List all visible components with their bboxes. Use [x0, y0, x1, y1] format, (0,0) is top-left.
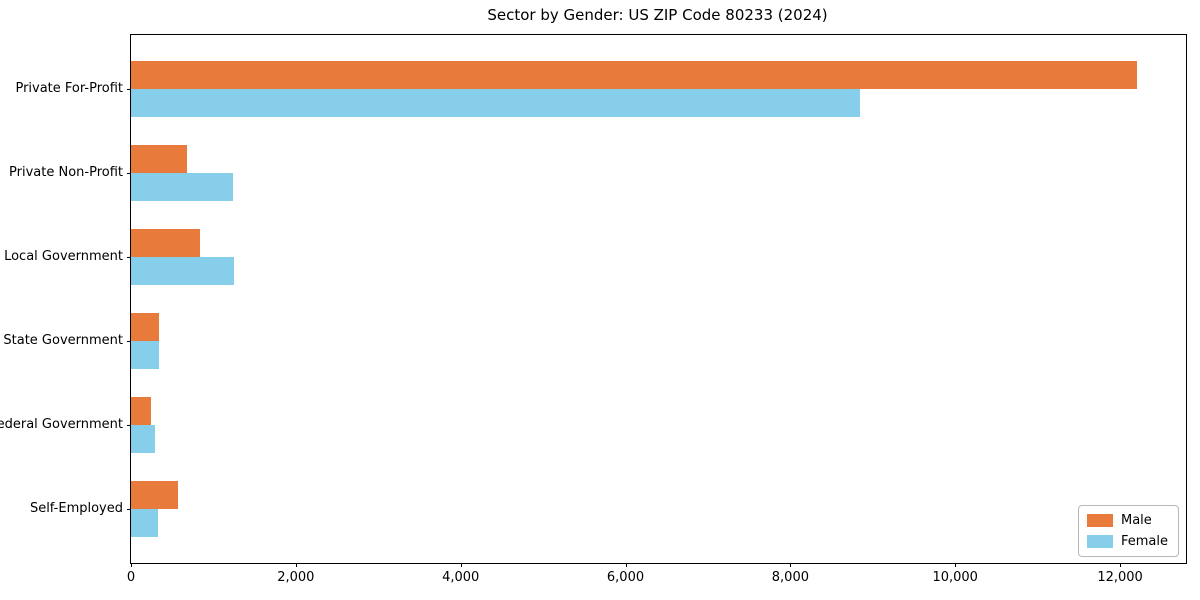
x-tick-label: 0 — [126, 570, 136, 585]
x-tick-label: 12,000 — [1097, 570, 1143, 585]
x-tick-label: 10,000 — [932, 570, 978, 585]
bar-male-self-employed — [131, 481, 178, 509]
x-tick-label: 4,000 — [442, 570, 480, 585]
legend-swatch-male — [1086, 514, 1113, 527]
bar-female-self-employed — [131, 509, 159, 537]
legend-label-male: Male — [1120, 513, 1152, 528]
y-tick-label-local-government: Local Government — [4, 249, 123, 264]
legend-label-female: Female — [1120, 534, 1168, 549]
bar-male-private-non-profit — [131, 145, 187, 173]
bar-male-federal-government — [131, 397, 152, 425]
bar-male-local-government — [131, 229, 201, 257]
x-tick-mark — [955, 563, 957, 567]
bar-male-private-for-profit — [131, 61, 1137, 89]
legend: Male Female — [1077, 505, 1179, 557]
x-tick-label: 8,000 — [771, 570, 809, 585]
x-tick-mark — [625, 563, 627, 567]
y-tick-mark — [127, 509, 131, 510]
plot-area: Private For-Profit Private Non-Profit Loca… — [0, 34, 1187, 585]
x-tick-mark — [131, 563, 132, 567]
x-tick-label: 2,000 — [277, 570, 315, 585]
y-tick-mark — [127, 257, 131, 258]
y-tick-mark — [127, 89, 131, 90]
y-tick-mark — [127, 341, 131, 342]
y-tick-mark — [127, 425, 131, 426]
x-tick-mark — [295, 563, 297, 567]
chart-title: Sector by Gender: US ZIP Code 80233 (202… — [487, 6, 828, 24]
bar-female-local-government — [131, 257, 235, 285]
bar-female-state-government — [131, 341, 159, 369]
bar-male-state-government — [131, 313, 160, 341]
legend-swatch-female — [1086, 535, 1113, 548]
y-tick-label-private-for-profit: Private For-Profit — [15, 81, 123, 96]
y-tick-label-self-employed: Self-Employed — [29, 501, 123, 516]
y-tick-label-federal-government: Federal Government — [0, 417, 123, 432]
x-tick-label: 6,000 — [606, 570, 645, 585]
x-tick-mark — [460, 563, 462, 567]
x-tick-mark — [790, 563, 792, 567]
bar-female-private-for-profit — [131, 89, 860, 117]
x-tick-mark — [1120, 563, 1122, 567]
y-tick-label-state-government: State Government — [3, 333, 123, 348]
bar-female-private-non-profit — [131, 173, 233, 201]
legend-item-male: Male — [1086, 513, 1168, 528]
bar-female-federal-government — [131, 425, 155, 453]
y-tick-label-private-non-profit: Private Non-Profit — [9, 165, 123, 180]
y-tick-mark — [127, 173, 131, 174]
legend-item-female: Female — [1086, 534, 1168, 549]
